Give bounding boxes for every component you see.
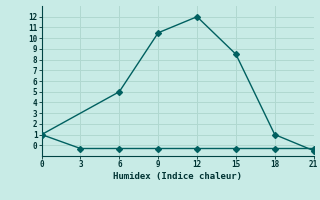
X-axis label: Humidex (Indice chaleur): Humidex (Indice chaleur) xyxy=(113,172,242,181)
